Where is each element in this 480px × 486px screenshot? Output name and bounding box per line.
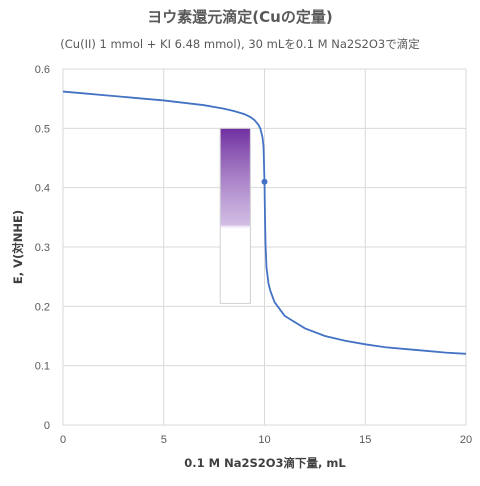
- x-tick-labels: 0 5 10 15 20: [60, 434, 472, 446]
- y-tick-labels: 0 0.1 0.2 0.3 0.4 0.5 0.6: [35, 64, 50, 432]
- y-tick-label: 0.4: [35, 183, 50, 195]
- x-tick-label: 5: [161, 434, 167, 446]
- y-tick-label: 0.6: [35, 64, 50, 76]
- x-tick-label: 15: [359, 434, 371, 446]
- chart-title: ヨウ素還元滴定(Cuの定量): [147, 8, 332, 26]
- y-axis-label: E, V(対NHE): [11, 210, 25, 284]
- x-tick-label: 10: [258, 434, 270, 446]
- y-tick-label: 0.1: [35, 361, 50, 373]
- x-tick-label: 0: [60, 434, 66, 446]
- grid-lines: [62, 68, 467, 426]
- y-tick-label: 0.3: [35, 242, 50, 254]
- indicator-box-fill: [220, 128, 250, 303]
- series-line: [62, 90, 467, 355]
- y-tick-label: 0.5: [35, 123, 50, 135]
- x-tick-label: 20: [460, 434, 472, 446]
- equivalence-point-marker: [261, 178, 268, 185]
- y-tick-label: 0.2: [35, 301, 50, 313]
- chart-subtitle: (Cu(II) 1 mmol + KI 6.48 mmol), 30 mLを0.…: [60, 37, 420, 51]
- y-tick-label: 0: [44, 420, 50, 432]
- x-axis-label: 0.1 M Na2S2O3滴下量, mL: [184, 456, 346, 470]
- indicator-box: [219, 127, 251, 304]
